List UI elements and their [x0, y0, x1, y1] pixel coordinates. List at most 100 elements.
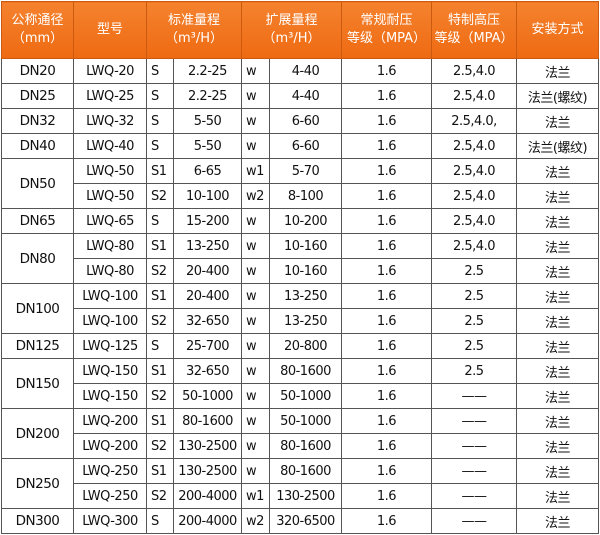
cell-ext-code: w [241, 308, 270, 334]
cell-model: LWQ-150 [73, 383, 147, 409]
cell-std-code: S1 [146, 408, 174, 434]
cell-std-code: S1 [146, 283, 174, 309]
cell-std-code: S1 [146, 458, 174, 484]
table-row: DN250 LWQ-250 S1 130-2500 w 80-1600 1.6 —— 法兰 [1, 458, 599, 509]
column-header: 特制高压等级（MPA） [431, 1, 517, 59]
cell-nominal-diameter: DN250 [1, 458, 74, 509]
cell-high-pressure: 2.5 [431, 358, 517, 384]
cell-high-pressure: 2.5 [431, 333, 517, 359]
cell-install-type: 法兰 [516, 258, 599, 284]
cell-normal-pressure: 1.6 [341, 408, 432, 434]
cell-high-pressure: 2.5,4.0, [431, 108, 517, 134]
cell-normal-pressure: 1.6 [341, 58, 432, 84]
cell-install-type: 法兰 [516, 508, 599, 534]
cell-std-range: 10-100 [173, 183, 242, 209]
cell-normal-pressure: 1.6 [341, 83, 432, 109]
cell-std-code: S2 [146, 383, 174, 409]
table-row: LWQ-50 S2 10-100 w2 8-100 1.6 2.5,4.0 法兰 [2, 183, 599, 209]
cell-nominal-diameter: DN200 [1, 408, 74, 459]
cell-model: LWQ-50 [73, 158, 147, 184]
header-line1: 特制高压 [447, 13, 500, 28]
cell-ext-range: 10-160 [269, 233, 342, 259]
cell-ext-code: w [241, 458, 270, 484]
cell-std-range: 50-1000 [173, 383, 242, 409]
column-header: 公称通径 （mm） [1, 1, 74, 59]
cell-ext-code: w [241, 83, 270, 109]
cell-high-pressure: 2.5,4.0 [431, 158, 517, 184]
cell-ext-range: 10-200 [269, 208, 342, 234]
header-line1: 安装方式 [531, 22, 584, 37]
cell-install-type: 法兰(螺纹) [516, 133, 599, 159]
cell-std-range: 15-200 [173, 208, 242, 234]
cell-std-code: S [146, 133, 174, 159]
cell-high-pressure: 2.5 [431, 258, 517, 284]
cell-high-pressure: —— [431, 433, 517, 459]
cell-normal-pressure: 1.6 [341, 433, 432, 459]
table-row: LWQ-250 S2 200-4000 w1 130-2500 1.6 —— 法兰 [2, 483, 599, 509]
cell-normal-pressure: 1.6 [341, 233, 432, 259]
cell-nominal-diameter: DN20 [1, 58, 74, 84]
cell-model: LWQ-300 [73, 508, 147, 534]
cell-ext-range: 10-160 [269, 258, 342, 284]
cell-model: LWQ-50 [73, 183, 147, 209]
cell-normal-pressure: 1.6 [341, 458, 432, 484]
cell-std-range: 6-65 [173, 158, 242, 184]
header-line1: 型号 [96, 22, 123, 37]
table-row: DN300 LWQ-300 S 200-4000 w2 320-6500 1.6 —— 法兰 [1, 508, 599, 534]
cell-install-type: 法兰 [516, 233, 599, 259]
cell-model: LWQ-125 [73, 333, 147, 359]
cell-install-type: 法兰(螺纹) [516, 83, 599, 109]
header-line2: （mm） [11, 31, 64, 46]
cell-std-code: S [146, 333, 174, 359]
cell-ext-range: 8-100 [269, 183, 342, 209]
cell-std-range: 200-4000 [173, 508, 242, 534]
cell-install-type: 法兰 [516, 158, 599, 184]
cell-std-range: 80-1600 [173, 408, 242, 434]
cell-std-range: 2.2-25 [173, 83, 242, 109]
cell-model: LWQ-250 [73, 458, 147, 484]
table-row: LWQ-200 S2 130-2500 w 80-1600 1.6 —— 法兰 [2, 433, 599, 459]
cell-ext-range: 80-1600 [269, 458, 342, 484]
table-row: DN125 LWQ-125 S 25-700 w 20-800 1.6 2.5 法兰 [1, 333, 599, 359]
cell-model: LWQ-32 [73, 108, 147, 134]
cell-high-pressure: 2.5,4.0 [431, 58, 517, 84]
cell-nominal-diameter: DN100 [1, 283, 74, 334]
cell-high-pressure: 2.5,4.0 [431, 208, 517, 234]
header-row: 公称通径 （mm） 型号 标准量程 （m³/H） 扩展量程 （m³/H） 常规耐压 等级（MPA… [1, 1, 599, 59]
header-line1: 扩展量程 [265, 13, 318, 28]
cell-std-range: 25-700 [173, 333, 242, 359]
table-row: LWQ-80 S2 20-400 w 10-160 1.6 2.5 法兰 [2, 258, 599, 284]
cell-ext-range: 13-250 [269, 283, 342, 309]
cell-ext-code: w1 [241, 483, 270, 509]
cell-std-range: 5-50 [173, 108, 242, 134]
cell-ext-range: 80-1600 [269, 433, 342, 459]
header-line2: 等级（MPA） [434, 31, 514, 46]
cell-nominal-diameter: DN25 [1, 83, 74, 109]
column-header: 扩展量程 （m³/H） [241, 1, 342, 59]
header-line1: 标准量程 [167, 13, 220, 28]
cell-nominal-diameter: DN125 [1, 333, 74, 359]
cell-normal-pressure: 1.6 [341, 333, 432, 359]
table-row: LWQ-100 S2 32-650 w 13-250 1.6 2.5 法兰 [2, 308, 599, 334]
cell-install-type: 法兰 [516, 383, 599, 409]
cell-install-type: 法兰 [516, 308, 599, 334]
header-line2: 等级（MPA） [346, 31, 427, 46]
cell-high-pressure: 2.5 [431, 283, 517, 309]
cell-high-pressure: —— [431, 408, 517, 434]
column-header: 安装方式 [516, 1, 599, 59]
cell-ext-code: w [241, 383, 270, 409]
cell-std-code: S2 [146, 308, 174, 334]
table-row: DN150 LWQ-150 S1 32-650 w 80-1600 1.6 2.5 法兰 [1, 358, 599, 409]
cell-ext-code: w [241, 233, 270, 259]
cell-ext-code: w [241, 208, 270, 234]
cell-model: LWQ-200 [73, 408, 147, 434]
cell-nominal-diameter: DN150 [1, 358, 74, 409]
cell-high-pressure: —— [431, 458, 517, 484]
cell-ext-code: w [241, 433, 270, 459]
cell-std-range: 5-50 [173, 133, 242, 159]
cell-std-code: S [146, 108, 174, 134]
cell-normal-pressure: 1.6 [341, 483, 432, 509]
cell-model: LWQ-100 [73, 308, 147, 334]
cell-high-pressure: 2.5 [431, 308, 517, 334]
